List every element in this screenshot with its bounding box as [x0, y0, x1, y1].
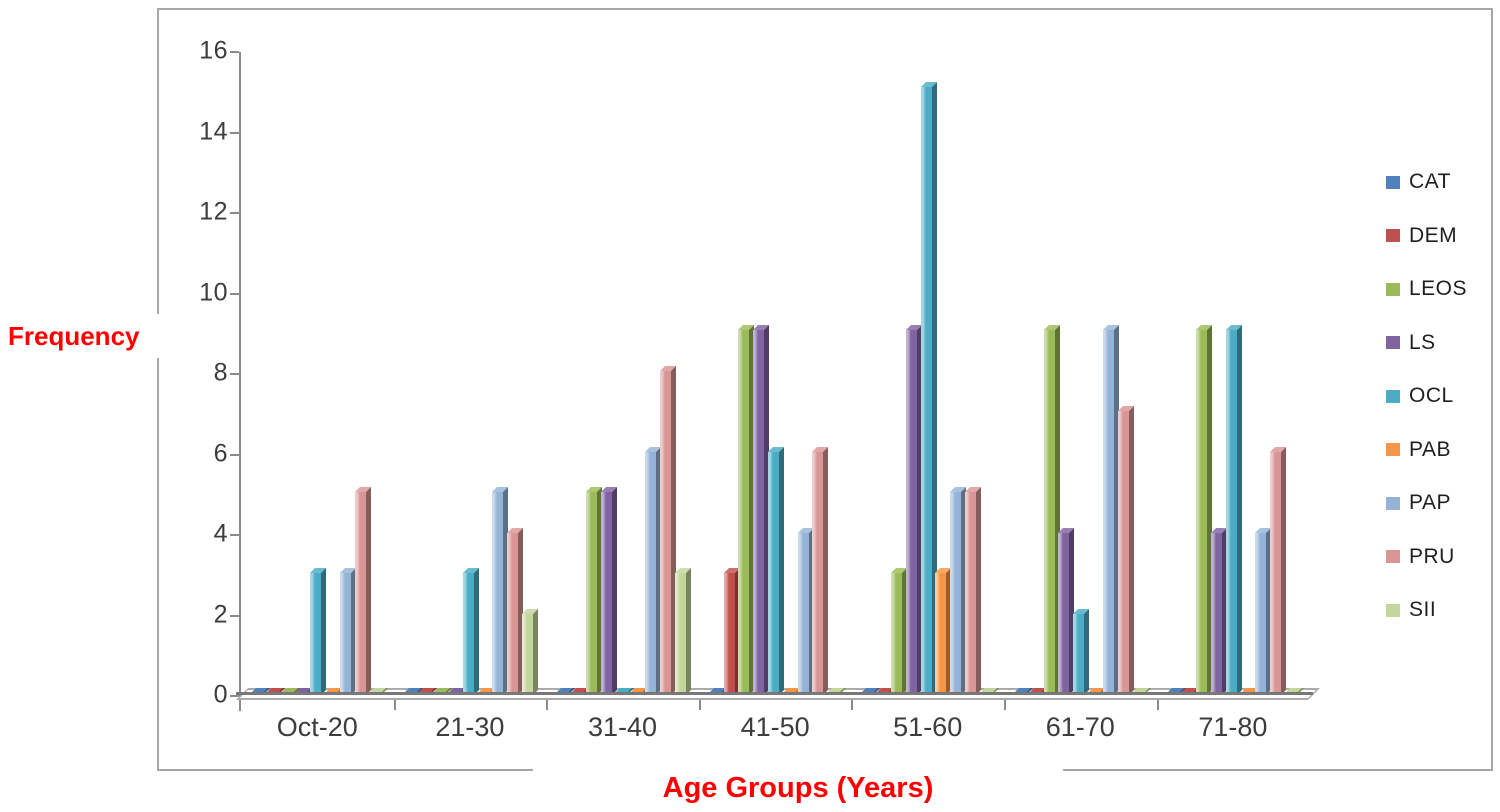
x-tick	[393, 695, 396, 710]
x-axis-title-box: Age Groups (Years)	[533, 765, 1063, 811]
bar	[354, 492, 366, 695]
category-label: 51-60	[893, 712, 963, 742]
legend-label: SII	[1409, 598, 1437, 621]
category-label: Oct-20	[276, 712, 358, 742]
legend-item: OCL	[1386, 384, 1454, 407]
y-tick	[230, 373, 239, 375]
legend-label: OCL	[1409, 384, 1454, 407]
bar	[1255, 532, 1267, 695]
bar	[507, 532, 519, 695]
legend-swatch	[1386, 336, 1400, 349]
legend-label: PAB	[1409, 437, 1451, 461]
y-tick	[230, 131, 239, 134]
bar	[753, 330, 765, 695]
y-tick-label: 16	[199, 36, 228, 65]
category-label: 21-30	[435, 712, 505, 742]
bar	[891, 573, 902, 695]
x-tick	[1004, 695, 1006, 710]
y-tick-label: 8	[213, 358, 228, 387]
bar	[920, 86, 932, 695]
legend-item: LS	[1386, 330, 1436, 354]
bar	[1211, 532, 1222, 695]
y-tick	[230, 292, 239, 295]
y-axis-title-box: Frequency	[2, 314, 172, 358]
y-axis-title: Frequency	[8, 320, 140, 351]
legend-label: LS	[1409, 330, 1436, 354]
bar	[674, 573, 686, 695]
legend-swatch	[1386, 175, 1400, 189]
legend-item: PAB	[1386, 437, 1451, 461]
legend-label: DEM	[1409, 223, 1458, 247]
x-axis-line	[236, 692, 1313, 695]
legend-swatch	[1386, 229, 1400, 242]
y-tick	[230, 614, 239, 617]
y-tick	[230, 212, 239, 214]
category-label: 41-50	[740, 712, 810, 742]
category-label: 61-70	[1045, 712, 1115, 742]
legend-label: LEOS	[1409, 277, 1468, 300]
bar	[797, 532, 809, 695]
bar	[462, 573, 474, 695]
y-tick	[230, 453, 239, 456]
bar	[935, 573, 947, 695]
x-axis-title: Age Groups (Years)	[662, 771, 934, 804]
y-tick-label: 6	[213, 438, 228, 467]
x-tick	[1156, 695, 1159, 710]
y-tick-label: 2	[213, 599, 228, 628]
y-tick	[230, 695, 239, 697]
bar	[1058, 532, 1070, 695]
legend-label: PRU	[1409, 544, 1455, 568]
legend-swatch	[1386, 550, 1400, 563]
legend-swatch	[1386, 282, 1400, 296]
bar	[659, 370, 671, 695]
y-tick-label: 10	[199, 277, 228, 306]
bar	[600, 492, 612, 695]
bar	[965, 492, 976, 695]
bar	[768, 451, 779, 695]
legend-item: PAP	[1386, 491, 1451, 514]
legend-swatch	[1386, 603, 1400, 617]
y-tick-label: 12	[199, 197, 228, 226]
legend-swatch	[1386, 496, 1400, 510]
y-tick-label: 0	[213, 680, 228, 709]
legend-item: SII	[1386, 598, 1437, 621]
legend-item: DEM	[1386, 223, 1458, 247]
bar	[1225, 330, 1237, 695]
x-tick	[698, 695, 701, 710]
bar	[522, 613, 533, 695]
legend-label: CAT	[1409, 170, 1451, 193]
y-tick-label: 4	[213, 519, 228, 548]
x-tick	[546, 695, 549, 710]
legend-label: PAP	[1409, 491, 1451, 514]
legend-item: CAT	[1386, 170, 1451, 193]
bar	[1043, 330, 1055, 695]
y-axis-line	[239, 52, 241, 711]
legend-item: PRU	[1386, 544, 1455, 568]
bar	[738, 330, 750, 695]
legend-item: LEOS	[1386, 277, 1468, 300]
category-label: 71-80	[1198, 712, 1268, 742]
bar	[339, 573, 351, 695]
bar	[1102, 330, 1114, 695]
legend-swatch	[1386, 389, 1400, 403]
bar	[1270, 451, 1282, 695]
bar	[492, 492, 504, 695]
y-tick-label: 14	[199, 116, 228, 145]
y-tick	[230, 534, 239, 536]
legend-swatch	[1386, 443, 1400, 456]
bar	[1117, 411, 1129, 695]
bar	[723, 573, 735, 695]
x-tick	[851, 695, 854, 710]
bar	[905, 330, 917, 695]
bar	[1073, 613, 1085, 695]
bar	[1196, 330, 1208, 695]
y-tick	[230, 51, 239, 53]
bar	[812, 451, 824, 695]
bar	[950, 492, 962, 695]
bar	[585, 492, 597, 695]
bar	[645, 451, 656, 695]
bar	[310, 573, 322, 695]
category-label: 31-40	[587, 712, 658, 742]
